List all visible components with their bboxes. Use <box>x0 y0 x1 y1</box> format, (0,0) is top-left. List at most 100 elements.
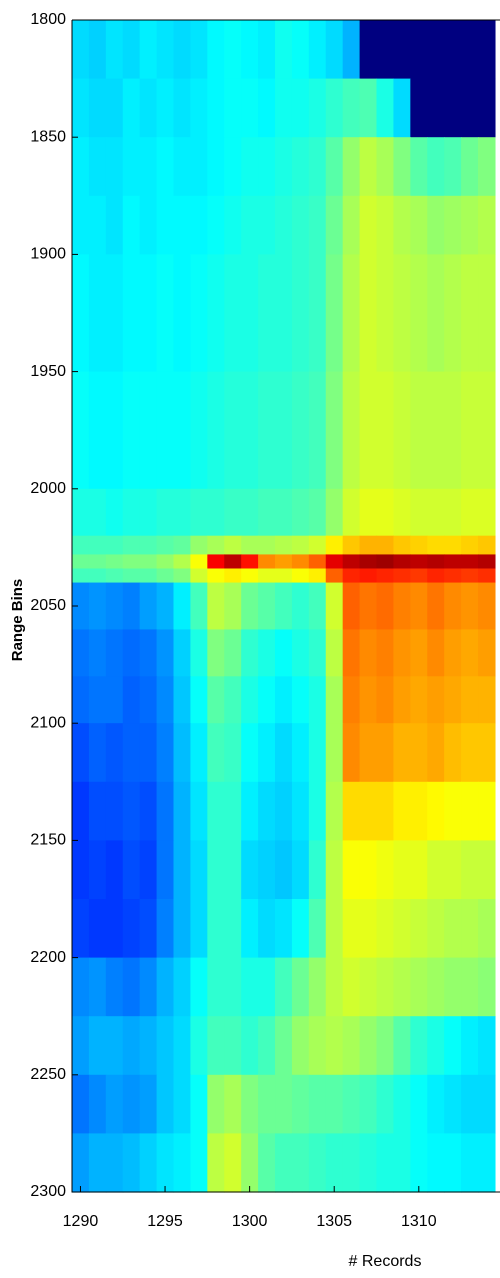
heatmap-cell <box>478 629 496 677</box>
y-tick-label: 1850 <box>30 128 66 145</box>
heatmap-cell <box>342 840 361 900</box>
heatmap-cell <box>156 781 175 841</box>
heatmap-cell <box>275 1016 293 1076</box>
heatmap-cell <box>122 20 141 80</box>
heatmap-cell <box>173 371 192 490</box>
x-axis-label: # Records <box>349 1253 422 1270</box>
heatmap-cell <box>207 254 225 373</box>
heatmap-cell <box>122 254 141 373</box>
heatmap-cell <box>376 195 395 255</box>
heatmap-cell <box>122 582 141 631</box>
heatmap-cell <box>224 676 242 724</box>
heatmap-cell <box>224 78 242 138</box>
heatmap-cell <box>139 676 158 724</box>
heatmap-cell <box>478 840 496 900</box>
heatmap-cell <box>308 195 327 255</box>
heatmap-cell <box>190 568 208 584</box>
heatmap-cell <box>342 371 361 490</box>
heatmap-cell <box>88 488 107 537</box>
heatmap-cell <box>241 78 259 138</box>
heatmap-cell <box>393 629 411 677</box>
heatmap-cell <box>427 1074 445 1134</box>
y-tick-label: 2000 <box>30 480 66 497</box>
heatmap-cell <box>461 78 479 138</box>
heatmap-cell <box>258 195 276 255</box>
heatmap-cell <box>258 723 276 783</box>
heatmap-cell <box>393 371 411 490</box>
heatmap-cell <box>139 582 158 631</box>
heatmap-cell <box>173 723 192 783</box>
heatmap-cell <box>427 840 445 900</box>
heatmap-cell <box>190 840 208 900</box>
heatmap-cells <box>72 20 496 1193</box>
heatmap-cell <box>461 781 479 841</box>
heatmap-cell <box>325 78 344 138</box>
heatmap-cell <box>376 723 395 783</box>
heatmap-cell <box>207 371 225 490</box>
heatmap-cell <box>139 488 158 537</box>
heatmap-cell <box>72 840 90 900</box>
heatmap-cell <box>427 78 445 138</box>
heatmap-cell <box>291 254 310 373</box>
heatmap-cell <box>325 488 344 537</box>
heatmap-cell <box>444 582 462 631</box>
heatmap-cell <box>88 195 107 255</box>
heatmap-cell <box>190 20 208 80</box>
heatmap-cell <box>258 371 276 490</box>
heatmap-cell <box>105 137 124 197</box>
heatmap-cell <box>207 195 225 255</box>
heatmap-cell <box>190 676 208 724</box>
heatmap-cell <box>105 568 124 584</box>
heatmap-cell <box>291 781 310 841</box>
heatmap-cell <box>105 554 124 570</box>
heatmap-cell <box>478 676 496 724</box>
heatmap-cell <box>461 137 479 197</box>
heatmap-cell <box>224 957 242 1017</box>
heatmap-cell <box>359 781 378 841</box>
heatmap-cell <box>376 1016 395 1076</box>
heatmap-cell <box>72 488 90 537</box>
heatmap-cell <box>376 899 395 959</box>
heatmap-cell <box>122 371 141 490</box>
heatmap-cell <box>88 1016 107 1076</box>
heatmap-cell <box>342 254 361 373</box>
heatmap-cell <box>410 840 428 900</box>
heatmap-cell <box>207 629 225 677</box>
heatmap-cell <box>72 20 90 80</box>
heatmap-cell <box>393 254 411 373</box>
heatmap-cell <box>359 371 378 490</box>
heatmap-cell <box>241 957 259 1017</box>
heatmap-cell <box>190 1133 208 1193</box>
heatmap-cell <box>241 676 259 724</box>
heatmap-cell <box>342 1016 361 1076</box>
heatmap-cell <box>190 371 208 490</box>
heatmap-cell <box>105 1016 124 1076</box>
heatmap-cell <box>444 723 462 783</box>
heatmap-cell <box>291 137 310 197</box>
heatmap-cell <box>291 20 310 80</box>
heatmap-cell <box>105 957 124 1017</box>
heatmap-cell <box>308 723 327 783</box>
heatmap-cell <box>105 78 124 138</box>
heatmap-cell <box>410 781 428 841</box>
heatmap-cell <box>190 254 208 373</box>
heatmap-cell <box>308 554 327 570</box>
heatmap-cell <box>376 840 395 900</box>
heatmap-cell <box>224 20 242 80</box>
heatmap-cell <box>427 371 445 490</box>
heatmap-cell <box>325 723 344 783</box>
heatmap-cell <box>427 20 445 80</box>
heatmap-cell <box>190 582 208 631</box>
x-tick-label: 1305 <box>316 1213 352 1230</box>
heatmap-cell <box>224 899 242 959</box>
heatmap-cell <box>72 78 90 138</box>
heatmap-cell <box>478 195 496 255</box>
heatmap-cell <box>308 1074 327 1134</box>
heatmap-cell <box>410 899 428 959</box>
heatmap-cell <box>156 535 175 556</box>
heatmap-cell <box>410 582 428 631</box>
y-tick-label: 1950 <box>30 363 66 380</box>
heatmap-cell <box>393 78 411 138</box>
heatmap-cell <box>224 723 242 783</box>
